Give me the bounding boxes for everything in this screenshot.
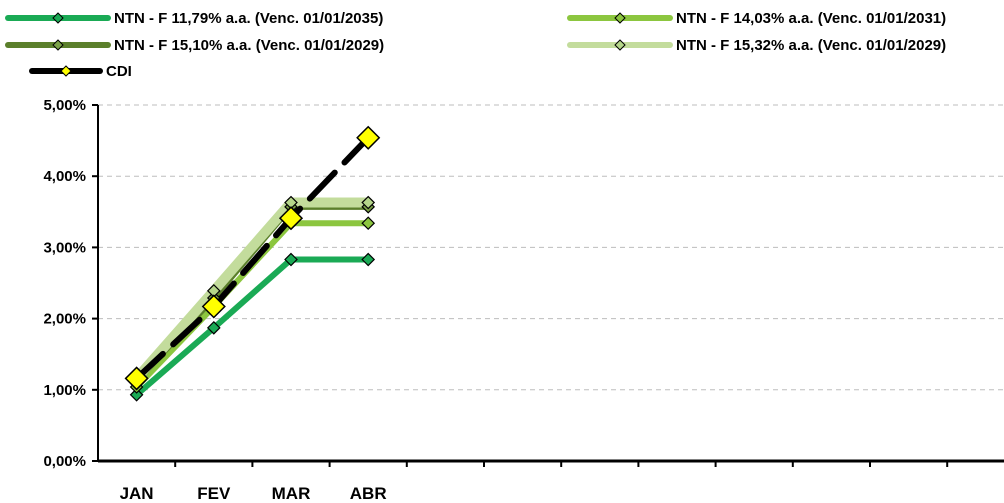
legend-label: NTN - F 15,10% a.a. (Venc. 01/01/2029)	[114, 37, 384, 54]
x-tick-label: FEV	[197, 484, 231, 503]
data-point	[129, 387, 144, 402]
y-tick-label: 0,00%	[43, 453, 86, 470]
x-tick-label: MAR	[272, 484, 311, 503]
legend-item: NTN - F 15,32% a.a. (Venc. 01/01/2029)	[567, 37, 946, 54]
y-tick-label: 2,00%	[43, 311, 86, 328]
series-group	[124, 125, 381, 402]
y-tick-label: 5,00%	[43, 97, 86, 114]
legend-swatch-marker	[60, 65, 72, 77]
legend: NTN - F 11,79% a.a. (Venc. 01/01/2035) NT…	[5, 10, 946, 80]
data-point	[278, 206, 304, 231]
data-point	[206, 321, 221, 335]
legend-label: NTN - F 15,32% a.a. (Venc. 01/01/2029)	[676, 37, 946, 54]
y-tick-label: 1,00%	[43, 382, 86, 399]
data-point	[284, 252, 298, 267]
data-point	[361, 195, 376, 210]
grid	[98, 104, 1004, 391]
legend-label: CDI	[106, 63, 132, 80]
data-point	[361, 252, 376, 267]
legend-swatch-marker	[52, 12, 64, 24]
axes: 0,00% 1,00% 2,00% 3,00% 4,00% 5,00% JAN FEV MAR A…	[43, 97, 1004, 503]
legend-item: NTN - F 11,79% a.a. (Venc. 01/01/2035)	[5, 10, 383, 27]
y-tick-label: 4,00%	[43, 168, 86, 185]
data-point	[361, 216, 376, 231]
legend-item: NTN - F 15,10% a.a. (Venc. 01/01/2029)	[5, 37, 384, 54]
legend-item: NTN - F 14,03% a.a. (Venc. 01/01/2031)	[567, 10, 946, 27]
y-tick-label: 3,00%	[43, 239, 86, 256]
x-tick-label: JAN	[120, 484, 154, 503]
data-point	[356, 125, 381, 150]
series-line	[133, 134, 372, 382]
series-line	[133, 256, 372, 398]
legend-swatch-marker	[614, 39, 626, 51]
data-point	[124, 366, 149, 391]
legend-swatch-marker	[52, 39, 64, 51]
legend-swatch-marker	[614, 12, 626, 24]
data-point	[201, 294, 226, 319]
legend-label: NTN - F 14,03% a.a. (Venc. 01/01/2031)	[676, 10, 946, 27]
legend-label: NTN - F 11,79% a.a. (Venc. 01/01/2035)	[114, 10, 383, 27]
series-line	[131, 197, 374, 384]
legend-item: CDI	[29, 63, 132, 80]
x-tick-label: ABR	[350, 484, 387, 503]
